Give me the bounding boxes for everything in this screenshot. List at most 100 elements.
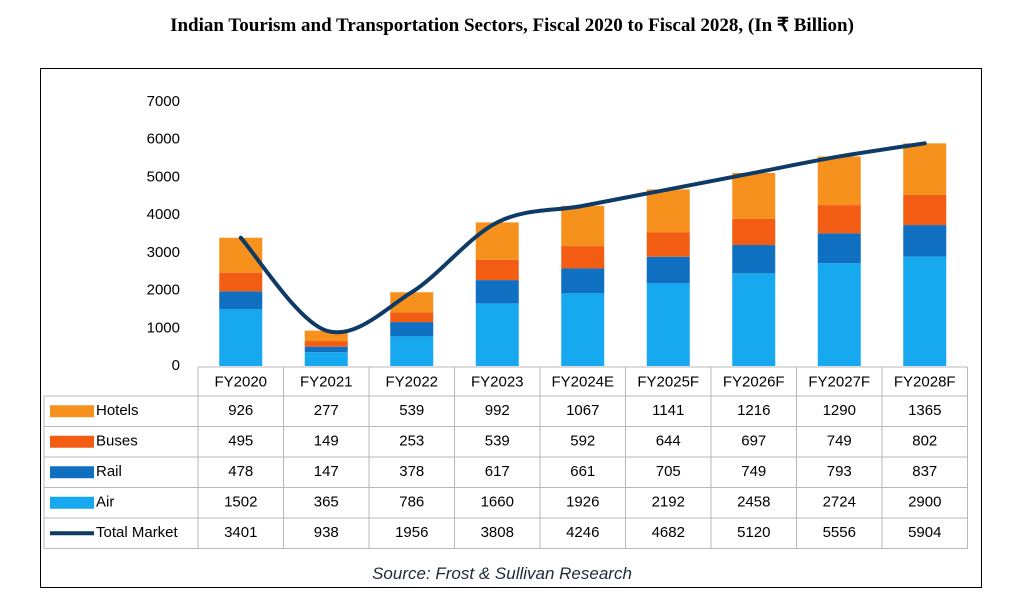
x-category-label: FY2022 [385,373,438,390]
bar-air-fy2026f [732,273,776,366]
table-cell-air: 2900 [908,494,941,511]
bar-hotels-fy2021 [304,330,348,342]
table-cell-hotels: 1365 [908,402,941,419]
bar-rail-fy2024e [561,268,605,294]
table-cell-rail: 749 [741,463,766,480]
table-cell-buses: 749 [827,433,852,450]
x-category-label: FY2028F [894,373,956,390]
x-category-label: FY2023 [471,373,524,390]
table-cell-buses: 697 [741,433,766,450]
table-cell-hotels: 1216 [737,402,770,419]
table-cell-air: 2724 [823,494,856,511]
bar-hotels-fy2023 [475,222,519,260]
bar-hotels-fy2026f [732,172,776,219]
x-category-label: FY2025F [637,373,699,390]
legend-label-rail: Rail [96,463,122,480]
y-tick-label: 3000 [147,244,180,261]
y-tick-label: 0 [172,357,180,374]
y-tick-label: 1000 [147,319,180,336]
bar-buses-fy2025f [646,232,690,257]
table-cell-air: 2192 [652,494,685,511]
table-cell-air: 786 [399,494,424,511]
bar-air-fy2022 [390,336,434,366]
table-cell-rail: 378 [399,463,424,480]
table-cell-rail: 147 [314,463,339,480]
x-category-label: FY2024E [551,373,614,390]
table-cell-rail: 705 [656,463,681,480]
bar-rail-fy2020 [219,291,263,310]
bars-group [219,143,947,366]
x-category-label: FY2026F [723,373,785,390]
bar-hotels-fy2024e [561,205,605,247]
table-cell-air: 1502 [224,494,257,511]
legend-label-total: Total Market [96,524,179,541]
chart-frame [40,68,982,588]
y-tick-label: 5000 [147,168,180,185]
legend-label-air: Air [96,494,114,511]
table-cell-rail: 837 [912,463,937,480]
legend-swatch-rail [50,466,94,479]
bar-air-fy2021 [304,352,348,366]
table-cell-hotels: 277 [314,402,339,419]
table-cell-hotels: 1067 [566,402,599,419]
y-tick-label: 6000 [147,131,180,148]
legend-label-hotels: Hotels [96,402,139,419]
source-note: Source: Frost & Sullivan Research [372,564,632,583]
table-cell-buses: 592 [570,433,595,450]
table-cell-buses: 539 [485,433,510,450]
table-cell-hotels: 1141 [652,402,684,419]
bar-air-fy2023 [475,303,519,366]
total-market-line [238,141,927,335]
bar-buses-fy2023 [475,259,519,281]
y-tick-label: 2000 [147,282,180,299]
table-cell-rail: 617 [485,463,510,480]
table-cell-hotels: 992 [485,402,510,419]
table-cell-rail: 793 [827,463,852,480]
bar-buses-fy2020 [219,272,263,292]
bar-hotels-fy2028f [903,143,947,195]
table-cell-total: 5904 [908,524,941,541]
x-category-label: FY2021 [300,373,353,390]
bar-air-fy2028f [903,256,947,366]
bar-rail-fy2022 [390,322,434,337]
bar-air-fy2025f [646,283,690,366]
legend-label-buses: Buses [96,433,138,450]
table-cell-buses: 802 [912,433,937,450]
table-cell-total: 3808 [481,524,514,541]
bar-air-fy2024e [561,293,605,366]
bar-buses-fy2026f [732,218,776,246]
x-category-label: FY2027F [808,373,870,390]
x-category-label: FY2020 [214,373,267,390]
table-cell-buses: 495 [228,433,253,450]
legend-swatch-hotels [50,405,94,418]
table-cell-rail: 661 [570,463,595,480]
bar-buses-fy2027f [817,205,861,234]
table-cell-air: 1660 [481,494,514,511]
bar-air-fy2027f [817,263,861,366]
table-cell-total: 938 [314,524,339,541]
table-cell-rail: 478 [228,463,253,480]
table-cell-air: 1926 [566,494,599,511]
table-cell-total: 1956 [395,524,428,541]
bar-buses-fy2021 [304,341,348,347]
bar-buses-fy2024e [561,246,605,269]
bar-rail-fy2023 [475,280,519,304]
bar-rail-fy2021 [304,346,348,353]
bar-rail-fy2026f [732,245,776,274]
table-cell-buses: 149 [314,433,339,450]
table-cell-buses: 644 [656,433,681,450]
table-cell-total: 5120 [737,524,770,541]
table-cell-total: 3401 [224,524,257,541]
table-cell-hotels: 539 [399,402,424,419]
y-tick-label: 7000 [147,93,180,110]
legend-swatch-air [50,496,94,509]
legend-swatch-buses [50,435,94,448]
bar-buses-fy2028f [903,194,947,226]
table-cell-total: 4246 [566,524,599,541]
table-cell-total: 4682 [652,524,685,541]
bar-air-fy2020 [219,309,263,366]
bar-rail-fy2027f [817,233,861,264]
table-grid [43,366,968,549]
bar-rail-fy2025f [646,256,690,284]
